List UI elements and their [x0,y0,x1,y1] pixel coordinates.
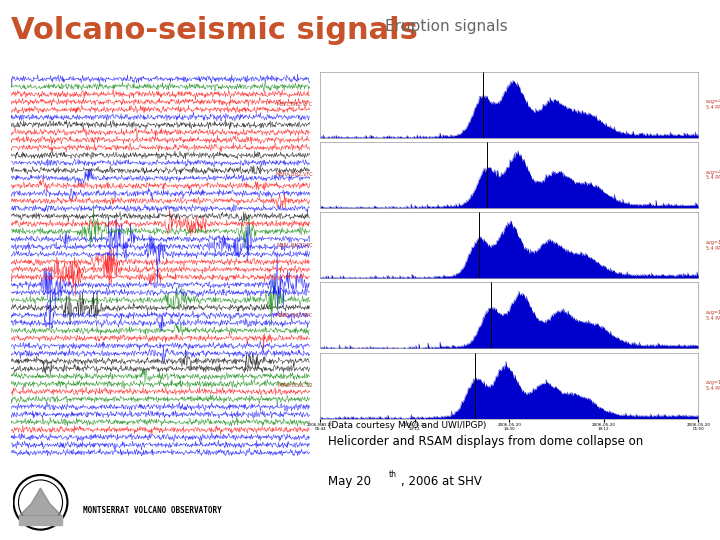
Text: avg=1561
5.4 PA: avg=1561 5.4 PA [706,310,720,321]
Polygon shape [19,488,62,516]
Text: MBEL.BHZ.VFC: MBEL.BHZ.VFC [276,242,312,248]
Text: avg=4127
5.4 PA: avg=4127 5.4 PA [706,99,720,110]
Text: , 2006 at SHV: , 2006 at SHV [401,475,482,488]
Text: MBBE.BHZ.VFC: MBBE.BHZ.VFC [276,313,312,318]
Text: avg=4WD
5.4 PA: avg=4WD 5.4 PA [706,170,720,180]
Text: MBWH.CAL.T.2: MBWH.CAL.T.2 [277,383,312,388]
Text: MONTSERRAT VOLCANO OBSERVATORY: MONTSERRAT VOLCANO OBSERVATORY [83,506,222,515]
Text: Volcano-seismic signals: Volcano-seismic signals [11,16,418,45]
Text: MBFL.BHZ.VFC: MBFL.BHZ.VFC [276,102,312,107]
Text: (Data courtesy MVO and UWI/IPGP): (Data courtesy MVO and UWI/IPGP) [328,421,486,430]
Text: May 20: May 20 [328,475,371,488]
Text: avg=1998
5.4 PA: avg=1998 5.4 PA [706,380,720,391]
Text: th: th [389,470,397,479]
Text: Eruption signals: Eruption signals [385,19,508,34]
Polygon shape [19,516,62,525]
Text: avg=1114
5.4 PA: avg=1114 5.4 PA [706,240,720,251]
Text: Helicorder and RSAM displays from dome collapse on: Helicorder and RSAM displays from dome c… [328,435,643,448]
Text: MBHA.BHZ.VFC: MBHA.BHZ.VFC [275,172,312,178]
